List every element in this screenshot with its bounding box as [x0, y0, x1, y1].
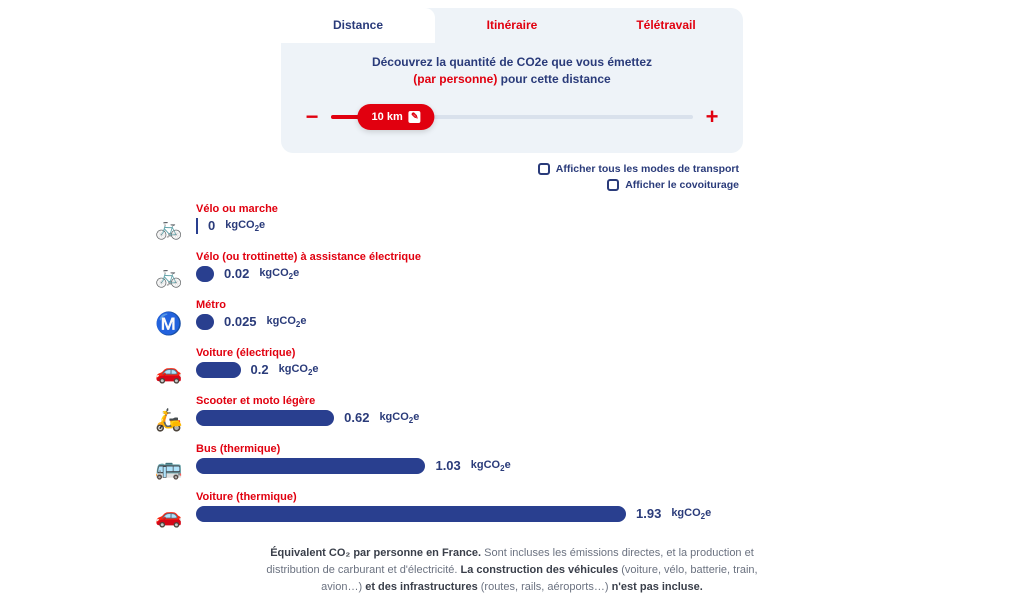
chart-row-content: Scooter et moto légère 0.62 kgCO2e: [196, 395, 872, 426]
footnote-bold2: La construction des véhicules: [460, 564, 618, 576]
toggle-carpool[interactable]: Afficher le covoiturage: [285, 177, 739, 193]
footnote-lead: Équivalent CO₂ par personne en France.: [270, 547, 481, 559]
emission-value: 1.93: [636, 506, 661, 521]
mode-label: Voiture (électrique): [196, 347, 872, 359]
mode-label: Bus (thermique): [196, 443, 872, 455]
footnote-p3: (routes, rails, aéroports…): [478, 581, 612, 593]
intro-line2-rest: pour cette distance: [497, 72, 610, 86]
emissions-chart: 🚲 Vélo ou marche 0 kgCO2e 🚲 Vélo (ou trottine…: [152, 203, 872, 527]
mode-label: Vélo (ou trottinette) à assistance élect…: [196, 251, 872, 263]
emission-bar: [196, 410, 334, 426]
toggle-carpool-label: Afficher le covoiturage: [625, 179, 739, 191]
toggle-all-modes[interactable]: Afficher tous les modes de transport: [285, 161, 739, 177]
chart-row: 🚲 Vélo (ou trottinette) à assistance élec…: [152, 251, 872, 287]
transport-icon: 🚗: [152, 347, 186, 383]
emission-value: 0.02: [224, 266, 249, 281]
transport-icon: 🚲: [152, 251, 186, 287]
chart-row: 🚗 Voiture (électrique) 0.2 kgCO2e: [152, 347, 872, 383]
bar-line: 0.62 kgCO2e: [196, 410, 872, 426]
chart-row-content: Vélo (ou trottinette) à assistance élect…: [196, 251, 872, 282]
emission-bar: [196, 314, 214, 330]
intro-per-person: (par personne): [413, 72, 497, 86]
mode-label: Scooter et moto légère: [196, 395, 872, 407]
chart-row-content: Voiture (thermique) 1.93 kgCO2e: [196, 491, 872, 522]
tab-teletravail[interactable]: Télétravail: [589, 8, 743, 42]
footnote: Équivalent CO₂ par personne en France. S…: [252, 545, 772, 596]
distance-slider[interactable]: 10 km ✎: [331, 101, 693, 133]
footnote-bold3: et des infrastructures: [365, 581, 477, 593]
bar-line: 0.02 kgCO2e: [196, 266, 872, 282]
chart-row: Ⓜ️ Métro 0.025 kgCO2e: [152, 299, 872, 335]
chart-row-content: Métro 0.025 kgCO2e: [196, 299, 872, 330]
transport-icon: 🚗: [152, 491, 186, 527]
bar-line: 0.025 kgCO2e: [196, 314, 872, 330]
increment-button[interactable]: +: [703, 108, 721, 126]
chart-row-content: Bus (thermique) 1.03 kgCO2e: [196, 443, 872, 474]
page: Distance Itinéraire Télétravail Découvre…: [0, 0, 1024, 614]
checkbox-icon: [538, 163, 550, 175]
chart-row-content: Vélo ou marche 0 kgCO2e: [196, 203, 872, 234]
emission-unit: kgCO2e: [225, 219, 265, 233]
mode-label: Vélo ou marche: [196, 203, 872, 215]
slider-handle[interactable]: 10 km ✎: [358, 104, 435, 130]
footnote-bold4: n'est pas incluse.: [612, 581, 703, 593]
emission-bar: [196, 362, 241, 378]
bar-line: 0.2 kgCO2e: [196, 362, 872, 378]
emission-unit: kgCO2e: [471, 459, 511, 473]
emission-value: 0: [208, 218, 215, 233]
emission-bar: [196, 458, 425, 474]
transport-icon: Ⓜ️: [152, 299, 186, 335]
bar-line: 1.93 kgCO2e: [196, 506, 872, 522]
mode-label: Voiture (thermique): [196, 491, 872, 503]
mode-label: Métro: [196, 299, 872, 311]
chart-row: 🚌 Bus (thermique) 1.03 kgCO2e: [152, 443, 872, 479]
checkbox-icon: [607, 179, 619, 191]
transport-icon: 🚌: [152, 443, 186, 479]
emission-unit: kgCO2e: [379, 411, 419, 425]
emission-unit: kgCO2e: [259, 267, 299, 281]
emission-unit: kgCO2e: [671, 507, 711, 521]
intro-line2: (par personne) pour cette distance: [309, 71, 715, 88]
bar-line: 1.03 kgCO2e: [196, 458, 872, 474]
chart-row: 🚗 Voiture (thermique) 1.93 kgCO2e: [152, 491, 872, 527]
emission-bar: [196, 218, 198, 234]
edit-icon[interactable]: ✎: [409, 111, 421, 123]
intro-line1: Découvrez la quantité de CO2e que vous é…: [309, 54, 715, 71]
distance-slider-row: − 10 km ✎ +: [281, 95, 743, 133]
emission-bar: [196, 266, 214, 282]
chart-row: 🛵 Scooter et moto légère 0.62 kgCO2e: [152, 395, 872, 431]
tab-itineraire[interactable]: Itinéraire: [435, 8, 589, 42]
chart-row-content: Voiture (électrique) 0.2 kgCO2e: [196, 347, 872, 378]
emission-bar: [196, 506, 626, 522]
emission-value: 0.62: [344, 410, 369, 425]
emission-value: 0.025: [224, 314, 257, 329]
tab-distance[interactable]: Distance: [281, 8, 435, 42]
emission-value: 0.2: [251, 362, 269, 377]
intro-text: Découvrez la quantité de CO2e que vous é…: [281, 42, 743, 95]
emission-unit: kgCO2e: [279, 363, 319, 377]
emission-value: 1.03: [435, 458, 460, 473]
toggle-all-modes-label: Afficher tous les modes de transport: [556, 163, 739, 175]
bar-line: 0 kgCO2e: [196, 218, 872, 234]
transport-icon: 🛵: [152, 395, 186, 431]
tabs: Distance Itinéraire Télétravail: [281, 8, 743, 42]
transport-icon: 🚲: [152, 203, 186, 239]
emission-unit: kgCO2e: [267, 315, 307, 329]
decrement-button[interactable]: −: [303, 108, 321, 126]
display-toggles: Afficher tous les modes de transport Aff…: [281, 153, 743, 203]
control-card: Distance Itinéraire Télétravail Découvre…: [281, 8, 743, 153]
chart-row: 🚲 Vélo ou marche 0 kgCO2e: [152, 203, 872, 239]
slider-value-label: 10 km: [372, 111, 403, 123]
